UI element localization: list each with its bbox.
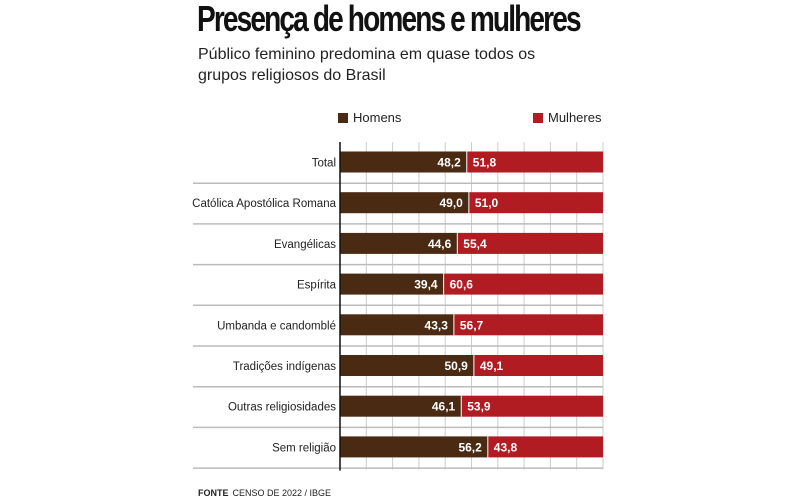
bar-homens (340, 395, 462, 417)
data-label-mulheres: 49,1 (480, 359, 504, 373)
legend-item-homens: Homens (338, 110, 401, 125)
data-label-mulheres: 51,0 (475, 196, 499, 210)
legend-label: Homens (353, 110, 402, 125)
data-label-mulheres: 55,4 (463, 237, 487, 251)
bar-homens (340, 314, 454, 336)
data-label-homens: 44,6 (428, 237, 452, 251)
source-note: FONTE CENSO DE 2022 / IBGE (198, 488, 331, 498)
bar-mulheres (453, 314, 603, 336)
data-label-homens: 49,0 (440, 196, 464, 210)
category-label: Espírita (297, 280, 337, 292)
legend-item-mulheres: Mulheres (533, 110, 601, 125)
legend-label: Mulheres (548, 110, 602, 125)
data-label-mulheres: 53,9 (467, 400, 491, 414)
data-label-homens: 48,2 (437, 156, 461, 170)
bar-mulheres (487, 436, 603, 458)
source-label: FONTE (198, 488, 229, 498)
category-label: Tradições indígenas (233, 361, 336, 373)
data-label-homens: 43,3 (425, 318, 449, 332)
bar-homens (340, 192, 469, 214)
bar-homens (340, 232, 458, 254)
bar-homens (340, 273, 444, 295)
source-text: CENSO DE 2022 / IBGE (232, 488, 332, 498)
category-label: Católica Apostólica Romana (192, 198, 336, 210)
bar-homens (340, 436, 488, 458)
legend-swatch-mulheres (533, 112, 543, 123)
chart-title: Presença de homens e mulheres (197, 0, 582, 39)
category-label: Sem religião (272, 442, 336, 454)
data-label-mulheres: 60,6 (450, 278, 474, 292)
category-label: Evangélicas (274, 239, 336, 251)
bar-homens (340, 151, 467, 173)
bar-mulheres (461, 395, 603, 417)
category-label: Outras religiosidades (228, 402, 336, 414)
data-label-mulheres: 51,8 (473, 156, 497, 170)
data-label-homens: 46,1 (432, 400, 456, 414)
bar-mulheres (473, 355, 603, 376)
bar-homens (340, 355, 474, 376)
legend-swatch-homens (338, 112, 348, 123)
bar-mulheres (457, 232, 603, 254)
chart-subtitle: Público feminino predomina em quase todo… (198, 46, 536, 84)
data-label-homens: 50,9 (445, 359, 469, 373)
bar-mulheres (468, 192, 603, 214)
bar-mulheres (443, 273, 603, 295)
category-label: Umbanda e candomblé (217, 320, 336, 332)
category-label: Total (312, 158, 336, 170)
data-label-homens: 56,2 (458, 440, 482, 454)
data-label-mulheres: 43,8 (494, 440, 518, 454)
data-label-homens: 39,4 (414, 278, 438, 292)
bar-mulheres (466, 151, 603, 173)
data-label-mulheres: 56,7 (460, 318, 484, 332)
